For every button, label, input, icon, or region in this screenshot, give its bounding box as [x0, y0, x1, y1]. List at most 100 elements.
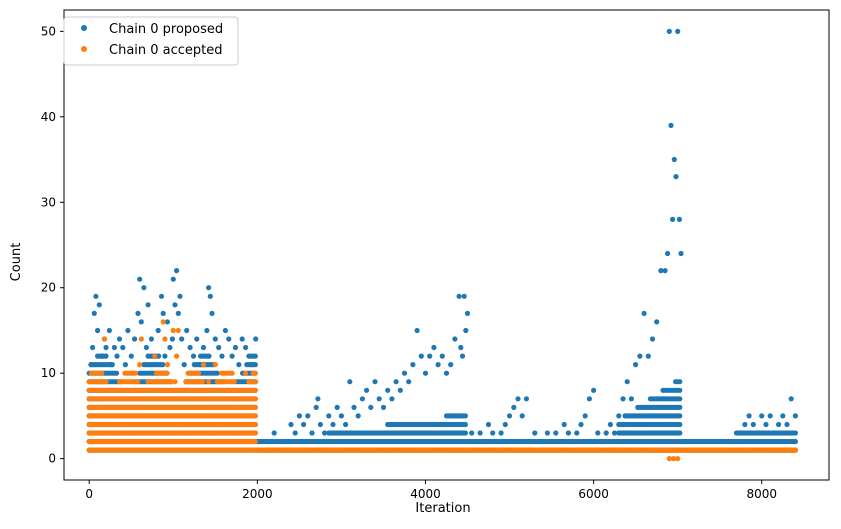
proposed-point [393, 379, 399, 385]
proposed-point [754, 430, 761, 436]
proposed-point [122, 362, 128, 368]
proposed-point [676, 216, 683, 222]
accepted-point [125, 396, 131, 402]
proposed-point [485, 421, 492, 428]
proposed-point [784, 421, 790, 428]
proposed-point [490, 430, 496, 436]
accepted-point [200, 379, 206, 385]
proposed-point [473, 438, 479, 445]
proposed-point [536, 438, 542, 445]
proposed-point [776, 421, 782, 428]
proposed-point [725, 438, 731, 445]
x-tick-label: 0 [85, 487, 93, 501]
accepted-point [380, 447, 387, 453]
proposed-point [458, 344, 464, 351]
proposed-point [624, 379, 630, 385]
proposed-point [401, 370, 408, 376]
proposed-point [263, 438, 269, 445]
proposed-point [443, 370, 450, 376]
proposed-point [523, 396, 530, 402]
proposed-point [658, 268, 664, 274]
proposed-point [194, 336, 200, 342]
proposed-point [169, 336, 175, 342]
accepted-point [422, 447, 429, 453]
proposed-point [528, 438, 534, 445]
accepted-point [226, 387, 232, 393]
legend-box [63, 16, 239, 66]
proposed-point [464, 310, 471, 316]
proposed-point [271, 430, 277, 436]
proposed-point [91, 310, 97, 316]
proposed-point [422, 370, 429, 376]
accepted-point [164, 370, 170, 376]
accepted-point [88, 430, 94, 436]
proposed-point [138, 319, 144, 325]
accepted-point [181, 387, 187, 393]
proposed-point [792, 438, 799, 445]
proposed-point [167, 344, 173, 351]
proposed-point [570, 438, 576, 445]
proposed-point [184, 327, 190, 334]
accepted-point [197, 413, 203, 419]
proposed-point [93, 293, 99, 299]
proposed-point [532, 430, 538, 436]
proposed-point [209, 310, 215, 316]
proposed-point [239, 336, 245, 342]
proposed-point [216, 344, 222, 351]
accepted-point [96, 430, 102, 436]
proposed-point [574, 430, 580, 436]
proposed-point [172, 302, 178, 308]
proposed-point [125, 327, 131, 334]
proposed-point [578, 421, 584, 428]
proposed-point [296, 413, 302, 419]
proposed-point [156, 353, 162, 359]
proposed-point [351, 404, 357, 410]
proposed-point [160, 362, 166, 368]
proposed-point [742, 421, 748, 428]
proposed-point [616, 413, 622, 419]
x-tick-label: 2000 [242, 487, 273, 501]
accepted-point [231, 379, 237, 385]
y-tick-label: 30 [41, 195, 56, 209]
proposed-point [637, 353, 643, 359]
proposed-point [305, 413, 311, 419]
proposed-point [494, 438, 500, 445]
accepted-point [464, 447, 471, 453]
proposed-point [187, 344, 193, 351]
proposed-point [170, 276, 176, 282]
proposed-point [141, 285, 147, 291]
accepted-point [138, 336, 144, 342]
x-tick-label: 8000 [746, 487, 777, 501]
proposed-point [700, 438, 706, 445]
proposed-point [677, 430, 683, 436]
accepted-point [177, 421, 183, 428]
proposed-point [788, 396, 794, 402]
proposed-point [462, 430, 468, 436]
legend-marker-accepted [81, 46, 87, 52]
proposed-point [481, 438, 487, 445]
y-tick-label: 20 [41, 281, 56, 295]
proposed-point [641, 310, 647, 316]
proposed-point [591, 387, 597, 393]
proposed-point [612, 430, 618, 436]
proposed-point [540, 438, 546, 445]
accepted-point [236, 430, 242, 436]
proposed-point [435, 362, 441, 368]
proposed-point [607, 421, 614, 428]
proposed-point [175, 310, 181, 316]
accepted-point [170, 327, 176, 334]
accepted-point [252, 430, 258, 436]
proposed-point [406, 379, 412, 385]
accepted-point [174, 353, 180, 359]
proposed-point [280, 438, 286, 445]
accepted-point [207, 430, 213, 436]
proposed-point [206, 285, 212, 291]
proposed-point [174, 268, 180, 274]
accepted-point [219, 421, 225, 428]
proposed-point [246, 353, 252, 359]
proposed-point [326, 413, 332, 419]
proposed-point [633, 362, 639, 368]
proposed-point [148, 336, 154, 342]
accepted-point [239, 404, 245, 410]
